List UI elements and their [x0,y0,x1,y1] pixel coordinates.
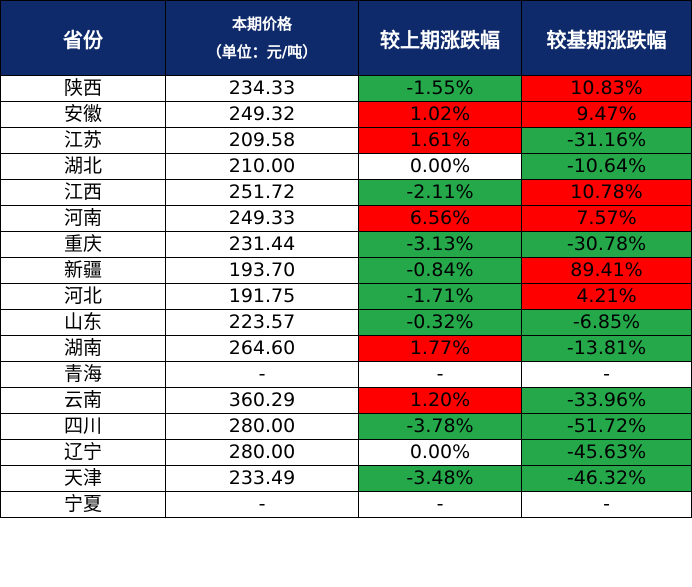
price-cell: 233.49 [165,465,359,492]
province-cell: 宁夏 [0,491,166,518]
table-row: 青海 - - - [0,361,692,388]
change-base-cell: - [521,491,692,518]
change-base-cell: -45.63% [521,439,692,466]
change-base-cell: -46.32% [521,465,692,492]
change-base-cell: -30.78% [521,231,692,258]
change-prev-cell: 1.61% [358,127,522,154]
table-row: 山东 223.57 -0.32% -6.85% [0,309,692,336]
change-base-cell: -10.64% [521,153,692,180]
province-cell: 辽宁 [0,439,166,466]
change-base-cell: 10.78% [521,179,692,206]
header-price: 本期价格 （单位：元/吨） [165,0,359,76]
change-prev-cell: -0.84% [358,257,522,284]
table-row: 云南 360.29 1.20% -33.96% [0,387,692,414]
change-base-cell: - [521,361,692,388]
province-cell: 青海 [0,361,166,388]
change-prev-cell: -1.55% [358,75,522,102]
price-cell: 249.33 [165,205,359,232]
change-base-cell: -51.72% [521,413,692,440]
province-cell: 云南 [0,387,166,414]
change-base-cell: 4.21% [521,283,692,310]
header-price-line1: 本期价格 [231,15,292,33]
province-cell: 江苏 [0,127,166,154]
province-cell: 重庆 [0,231,166,258]
province-cell: 河南 [0,205,166,232]
price-cell: 209.58 [165,127,359,154]
province-cell: 四川 [0,413,166,440]
province-cell: 山东 [0,309,166,336]
price-cell: 251.72 [165,179,359,206]
price-cell: 360.29 [165,387,359,414]
province-cell: 湖北 [0,153,166,180]
province-cell: 陕西 [0,75,166,102]
price-cell: 231.44 [165,231,359,258]
change-prev-cell: -0.32% [358,309,522,336]
change-prev-cell: 1.02% [358,101,522,128]
change-prev-cell: -3.13% [358,231,522,258]
price-cell: 193.70 [165,257,359,284]
header-price-line2: （单位：元/吨） [206,43,318,61]
change-prev-cell: 1.20% [358,387,522,414]
province-cell: 湖南 [0,335,166,362]
table-row: 辽宁 280.00 0.00% -45.63% [0,439,692,466]
change-prev-cell: -3.78% [358,413,522,440]
change-base-cell: -13.81% [521,335,692,362]
change-prev-cell: - [358,491,522,518]
table-body: 陕西 234.33 -1.55% 10.83% 安徽 249.32 1.02% 9.47% 江苏… [0,75,692,518]
change-prev-cell: 6.56% [358,205,522,232]
table-row: 河北 191.75 -1.71% 4.21% [0,283,692,310]
change-prev-cell: -2.11% [358,179,522,206]
table-row: 江西 251.72 -2.11% 10.78% [0,179,692,206]
table-row: 天津 233.49 -3.48% -46.32% [0,465,692,492]
price-cell: 234.33 [165,75,359,102]
price-cell: 210.00 [165,153,359,180]
change-prev-cell: -1.71% [358,283,522,310]
table-row: 湖南 264.60 1.77% -13.81% [0,335,692,362]
province-cell: 安徽 [0,101,166,128]
header-change-prev: 较上期涨跌幅 [358,0,522,76]
table-row: 四川 280.00 -3.78% -51.72% [0,413,692,440]
price-cell: 280.00 [165,439,359,466]
table-row: 安徽 249.32 1.02% 9.47% [0,101,692,128]
price-cell: 223.57 [165,309,359,336]
header-province: 省份 [0,0,166,76]
price-cell: 264.60 [165,335,359,362]
province-cell: 新疆 [0,257,166,284]
province-cell: 河北 [0,283,166,310]
change-base-cell: 7.57% [521,205,692,232]
change-base-cell: 10.83% [521,75,692,102]
table-row: 江苏 209.58 1.61% -31.16% [0,127,692,154]
table-row: 宁夏 - - - [0,491,692,518]
province-cell: 江西 [0,179,166,206]
header-change-base: 较基期涨跌幅 [521,0,692,76]
change-base-cell: -6.85% [521,309,692,336]
price-cell: 191.75 [165,283,359,310]
price-cell: - [165,361,359,388]
table-row: 陕西 234.33 -1.55% 10.83% [0,75,692,102]
table-row: 湖北 210.00 0.00% -10.64% [0,153,692,180]
change-base-cell: -31.16% [521,127,692,154]
price-cell: 280.00 [165,413,359,440]
table-row: 重庆 231.44 -3.13% -30.78% [0,231,692,258]
change-prev-cell: 0.00% [358,153,522,180]
price-table: 省份 本期价格 （单位：元/吨） 较上期涨跌幅 较基期涨跌幅 陕西 234.33-… [0,0,692,518]
change-prev-cell: - [358,361,522,388]
header-row: 省份 本期价格 （单位：元/吨） 较上期涨跌幅 较基期涨跌幅 [0,0,692,76]
change-prev-cell: -3.48% [358,465,522,492]
table-row: 新疆 193.70 -0.84% 89.41% [0,257,692,284]
change-base-cell: 89.41% [521,257,692,284]
change-base-cell: 9.47% [521,101,692,128]
price-cell: - [165,491,359,518]
price-cell: 249.32 [165,101,359,128]
change-prev-cell: 0.00% [358,439,522,466]
table-row: 河南 249.33 6.56% 7.57% [0,205,692,232]
change-prev-cell: 1.77% [358,335,522,362]
province-cell: 天津 [0,465,166,492]
change-base-cell: -33.96% [521,387,692,414]
